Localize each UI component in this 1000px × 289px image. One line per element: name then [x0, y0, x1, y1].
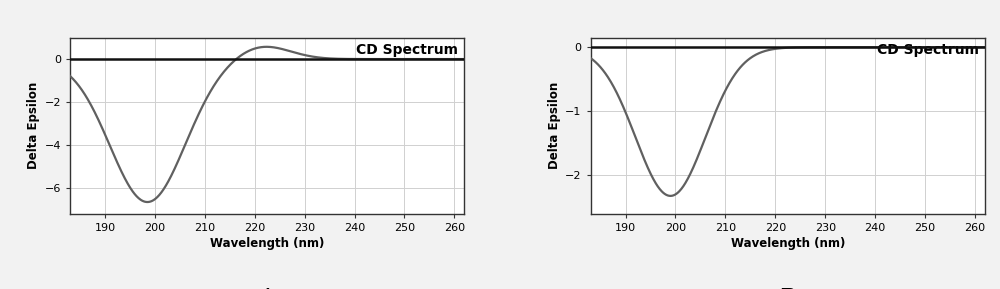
X-axis label: Wavelength (nm): Wavelength (nm) — [731, 237, 845, 250]
X-axis label: Wavelength (nm): Wavelength (nm) — [210, 237, 324, 250]
Text: B: B — [780, 288, 795, 289]
Text: A: A — [260, 288, 274, 289]
Y-axis label: Delta Epsilon: Delta Epsilon — [27, 82, 40, 169]
Text: CD Spectrum: CD Spectrum — [877, 43, 979, 57]
Y-axis label: Delta Epsilon: Delta Epsilon — [548, 82, 561, 169]
Text: CD Spectrum: CD Spectrum — [356, 43, 458, 57]
